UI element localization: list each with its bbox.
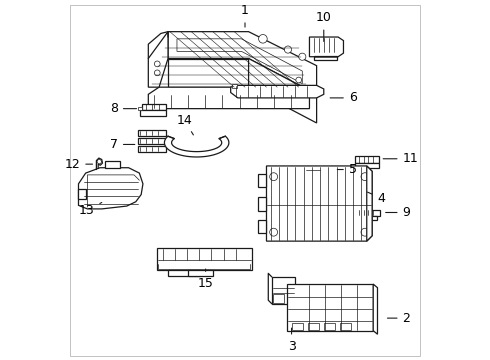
Text: 6: 6 <box>330 91 357 104</box>
Bar <box>272 277 295 304</box>
Polygon shape <box>373 284 377 334</box>
Bar <box>355 163 379 168</box>
Polygon shape <box>165 136 229 157</box>
Polygon shape <box>267 166 372 241</box>
Polygon shape <box>248 59 317 123</box>
Bar <box>105 161 120 168</box>
Circle shape <box>154 61 160 67</box>
Text: 9: 9 <box>386 206 411 219</box>
Bar <box>258 197 267 211</box>
Bar <box>232 84 237 88</box>
Circle shape <box>296 86 301 92</box>
Bar <box>258 174 267 188</box>
Circle shape <box>259 35 267 43</box>
Bar <box>306 167 320 173</box>
Text: 11: 11 <box>383 152 418 165</box>
Bar <box>314 56 338 60</box>
Text: 8: 8 <box>110 102 137 115</box>
Bar <box>308 323 319 330</box>
Text: 13: 13 <box>79 202 102 217</box>
Circle shape <box>299 53 306 60</box>
Circle shape <box>154 70 160 76</box>
Bar <box>168 270 200 276</box>
Bar <box>258 220 267 233</box>
Bar <box>138 138 166 144</box>
Polygon shape <box>168 59 248 87</box>
Polygon shape <box>78 168 143 209</box>
Bar <box>287 284 373 330</box>
Circle shape <box>270 173 278 181</box>
Bar <box>273 294 284 303</box>
Text: 1: 1 <box>241 4 249 27</box>
Text: 4: 4 <box>368 192 385 205</box>
Bar <box>324 323 335 330</box>
Circle shape <box>270 228 278 236</box>
Bar <box>140 111 166 116</box>
Polygon shape <box>148 87 310 109</box>
Text: 7: 7 <box>110 138 135 151</box>
Bar <box>138 107 142 110</box>
Circle shape <box>97 159 101 164</box>
Bar <box>78 189 86 199</box>
Bar <box>292 323 303 330</box>
Polygon shape <box>310 37 343 57</box>
Bar <box>188 270 213 276</box>
Text: 15: 15 <box>197 269 214 290</box>
Bar <box>355 210 380 216</box>
Circle shape <box>361 228 369 236</box>
Polygon shape <box>168 32 317 94</box>
Text: 5: 5 <box>337 163 357 176</box>
Text: 12: 12 <box>65 158 93 171</box>
Text: 14: 14 <box>176 113 194 135</box>
Bar <box>340 323 351 330</box>
Polygon shape <box>367 166 372 241</box>
Circle shape <box>361 173 369 181</box>
Bar <box>138 146 166 152</box>
Text: 2: 2 <box>388 312 411 325</box>
Bar <box>355 156 379 163</box>
Polygon shape <box>157 248 252 270</box>
Polygon shape <box>231 85 324 98</box>
Polygon shape <box>177 39 302 84</box>
Circle shape <box>284 46 292 53</box>
Polygon shape <box>148 32 168 87</box>
Text: 10: 10 <box>316 12 332 41</box>
Bar <box>358 216 377 220</box>
Circle shape <box>296 77 301 83</box>
Bar <box>138 130 166 136</box>
Bar <box>142 104 166 111</box>
Text: 3: 3 <box>288 328 295 352</box>
